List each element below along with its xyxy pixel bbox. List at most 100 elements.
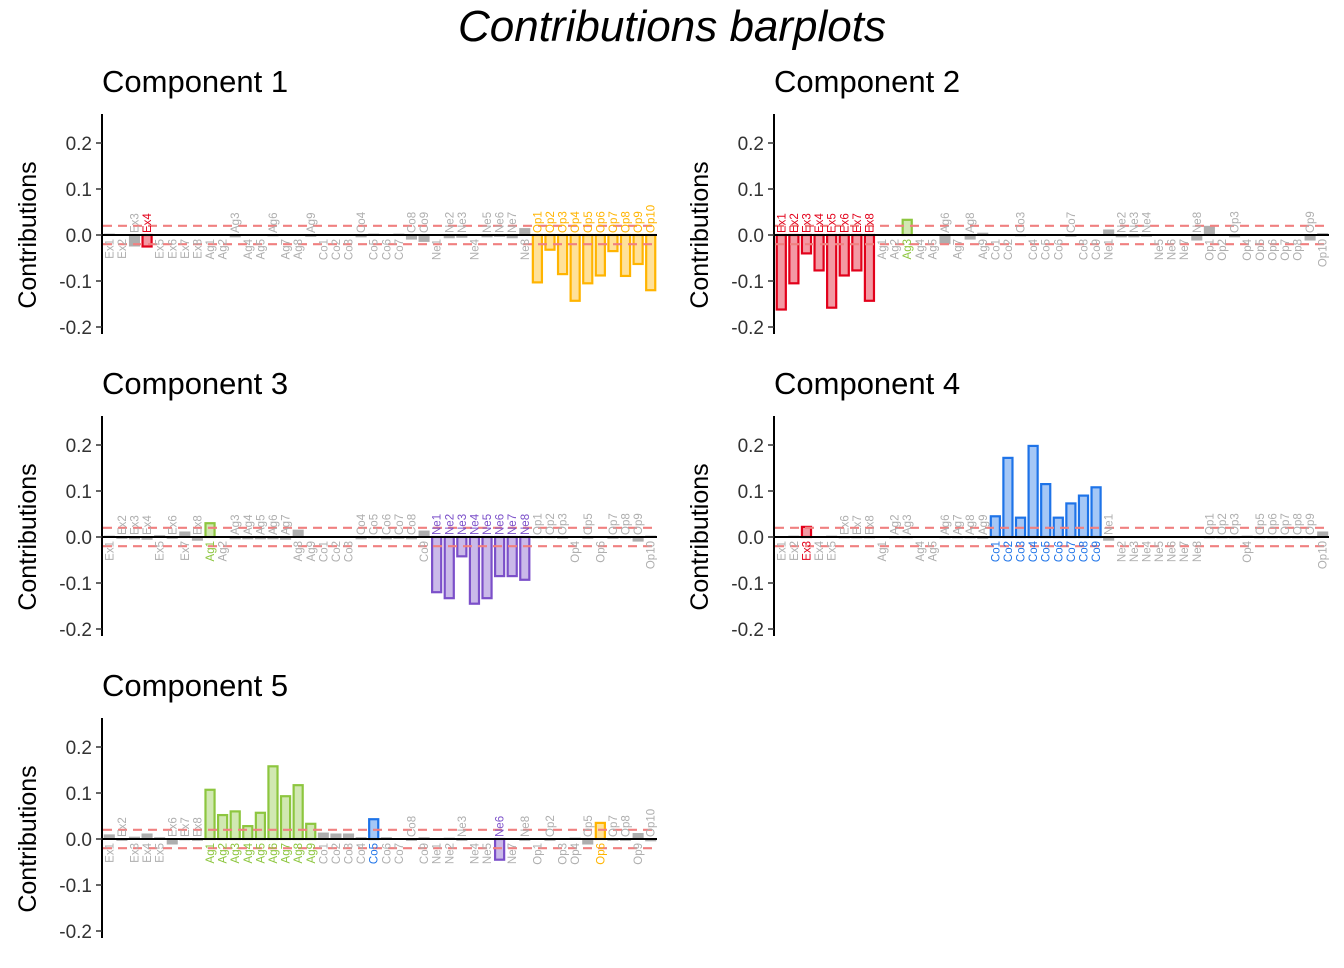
y-tick-label: 0.0 (66, 226, 92, 247)
y-tick-label: 0.2 (738, 134, 764, 155)
variable-label-ne7: Ne7 (507, 843, 519, 864)
variable-label-co7: Co7 (394, 843, 406, 864)
variable-label-co4: Co4 (1028, 238, 1040, 260)
variable-label-ne7: Ne7 (1179, 541, 1191, 562)
variable-label-op5: Op5 (583, 815, 595, 837)
variable-label-ex5: Ex5 (155, 239, 167, 259)
y-tick-label: 0.2 (66, 134, 92, 155)
variable-label-op1: Op1 (532, 211, 544, 233)
variable-label-ne1: Ne1 (1104, 239, 1116, 260)
variable-label-co1: Co1 (318, 843, 330, 864)
bar-ag8 (292, 529, 304, 537)
variable-label-op1: Op1 (532, 513, 544, 535)
bar-op5 (582, 839, 594, 845)
variable-label-ne7: Ne7 (507, 212, 519, 233)
y-tick-label: -0.2 (59, 620, 92, 641)
variable-label-ag9: Ag9 (306, 541, 318, 561)
variable-label-ne6: Ne6 (1167, 541, 1179, 562)
variable-label-op3: Op3 (1230, 211, 1242, 233)
component-panel-4: Component 4 Contributions -0.2 -0.1 0.0 0.1 0.… (672, 364, 1344, 666)
variable-label-ag5: Ag5 (927, 239, 939, 259)
variable-label-ne1: Ne1 (432, 843, 444, 864)
bar-op5 (582, 233, 594, 285)
variable-label-ex5: Ex5 (827, 541, 839, 561)
y-tick-label: 0.0 (66, 528, 92, 549)
variable-label-ne2: Ne2 (444, 514, 456, 535)
variable-label-ex7: Ex7 (852, 515, 864, 535)
variable-label-ne4: Ne4 (469, 238, 481, 260)
y-axis-label: Contributions (14, 161, 42, 308)
bar-co9 (418, 235, 430, 242)
bar-ne1 (1103, 537, 1115, 541)
variable-label-ag7: Ag7 (281, 843, 293, 863)
variable-label-ex8: Ex8 (864, 515, 876, 535)
bar-ag4 (242, 537, 254, 540)
bar-ag2 (216, 813, 229, 841)
variable-label-ag7: Ag7 (281, 515, 293, 535)
variable-label-ex2: Ex2 (117, 515, 129, 535)
variable-label-co5: Co5 (369, 514, 381, 535)
variable-label-ex4: Ex4 (142, 842, 154, 862)
variable-label-ex6: Ex6 (167, 817, 179, 837)
variable-label-ex8: Ex8 (864, 213, 876, 233)
variable-label-ne2: Ne2 (444, 843, 456, 864)
bar-ag8 (292, 784, 304, 841)
variable-label-ne5: Ne5 (1154, 239, 1166, 260)
variable-label-co4: Co4 (1028, 540, 1040, 562)
variable-label-ex7: Ex7 (180, 239, 192, 259)
variable-label-ne6: Ne6 (1167, 239, 1179, 260)
variable-label-ex1: Ex1 (104, 843, 116, 863)
variable-label-op3: Op3 (558, 211, 570, 233)
variable-label-co9: Co9 (419, 843, 431, 864)
variable-label-co2: Co2 (1003, 541, 1015, 562)
variable-label-ag9: Ag9 (306, 213, 318, 233)
variable-label-ne8: Ne8 (520, 816, 532, 837)
variable-label-ne6: Ne6 (495, 212, 507, 233)
bar-ag7 (280, 537, 292, 540)
bar-op6 (594, 233, 606, 277)
variable-label-co1: Co1 (990, 239, 1002, 260)
y-tick-label: -0.1 (731, 272, 764, 293)
variable-label-ag1: Ag1 (205, 541, 217, 561)
variable-label-ag4: Ag4 (243, 842, 255, 863)
variable-label-op4: Op4 (1242, 540, 1254, 562)
bar-op7 (607, 233, 619, 253)
bar-ag3 (229, 810, 241, 841)
variable-label-ne4: Ne4 (1141, 540, 1153, 562)
variable-label-op10: Op10 (646, 809, 658, 837)
bar-ag3 (229, 537, 241, 540)
y-axis-label: Contributions (14, 765, 42, 912)
bar-ex7 (851, 233, 863, 272)
variable-label-ex6: Ex6 (167, 239, 179, 259)
variable-label-ex4: Ex4 (142, 515, 154, 535)
variable-label-ne2: Ne2 (1116, 212, 1128, 233)
variable-label-ne7: Ne7 (507, 514, 519, 535)
bar-op10 (645, 839, 657, 842)
bar-ne8 (1191, 235, 1203, 241)
bar-op9 (1304, 235, 1316, 241)
variable-label-ag3: Ag3 (902, 515, 914, 535)
variable-label-co6: Co6 (381, 843, 393, 864)
variable-label-ne7: Ne7 (1179, 239, 1191, 260)
y-tick-label: -0.1 (731, 574, 764, 595)
variable-label-op6: Op6 (595, 541, 607, 563)
variable-label-ne1: Ne1 (432, 239, 444, 260)
variable-label-ex7: Ex7 (852, 213, 864, 233)
variable-label-co5: Co5 (369, 843, 381, 864)
variable-label-ag3: Ag3 (230, 843, 242, 863)
variable-label-op9: Op9 (1305, 513, 1317, 535)
variable-label-ag5: Ag5 (927, 541, 939, 561)
bar-ne6 (493, 837, 506, 861)
variable-label-op4: Op4 (570, 540, 582, 562)
variable-label-op8: Op8 (1293, 239, 1305, 261)
panel-title: Component 4 (774, 366, 961, 401)
variable-label-ne6: Ne6 (495, 514, 507, 535)
variable-label-co4: Co4 (356, 211, 368, 233)
variable-label-op8: Op8 (621, 815, 633, 837)
variable-label-ne3: Ne3 (1129, 541, 1141, 562)
variable-label-ag3: Ag3 (902, 239, 914, 259)
variable-label-ag6: Ag6 (268, 213, 280, 233)
variable-label-ag9: Ag9 (306, 843, 318, 863)
variable-label-co8: Co8 (406, 816, 418, 837)
